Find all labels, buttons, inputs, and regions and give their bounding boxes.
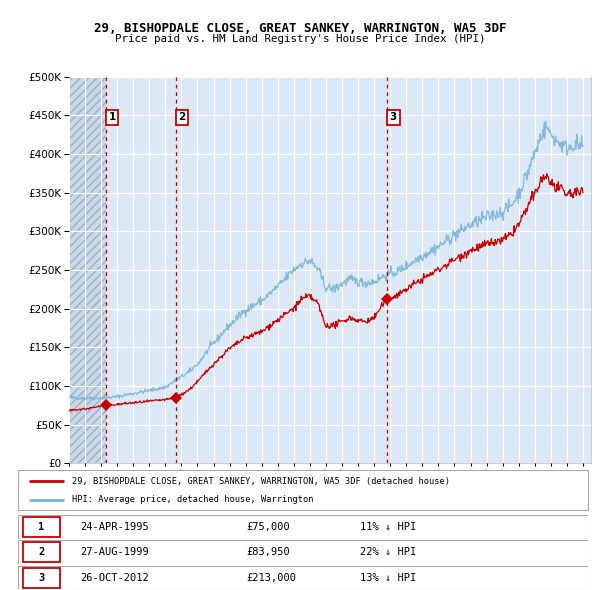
Text: £75,000: £75,000 — [246, 522, 290, 532]
FancyBboxPatch shape — [18, 540, 588, 564]
Text: 1: 1 — [38, 522, 44, 532]
Text: 1: 1 — [109, 112, 116, 122]
Text: 26-OCT-2012: 26-OCT-2012 — [80, 573, 149, 582]
Text: 29, BISHOPDALE CLOSE, GREAT SANKEY, WARRINGTON, WA5 3DF (detached house): 29, BISHOPDALE CLOSE, GREAT SANKEY, WARR… — [72, 477, 450, 486]
Text: 27-AUG-1999: 27-AUG-1999 — [80, 548, 149, 557]
FancyBboxPatch shape — [23, 568, 59, 588]
Text: 2: 2 — [178, 112, 185, 122]
Text: 3: 3 — [390, 112, 397, 122]
FancyBboxPatch shape — [18, 470, 588, 510]
Text: 2: 2 — [38, 548, 44, 557]
FancyBboxPatch shape — [23, 542, 59, 562]
Text: 24-APR-1995: 24-APR-1995 — [80, 522, 149, 532]
FancyBboxPatch shape — [18, 515, 588, 539]
Text: £213,000: £213,000 — [246, 573, 296, 582]
Text: 29, BISHOPDALE CLOSE, GREAT SANKEY, WARRINGTON, WA5 3DF: 29, BISHOPDALE CLOSE, GREAT SANKEY, WARR… — [94, 22, 506, 35]
Text: 13% ↓ HPI: 13% ↓ HPI — [360, 573, 416, 582]
FancyBboxPatch shape — [18, 566, 588, 589]
FancyBboxPatch shape — [23, 517, 59, 537]
Text: 3: 3 — [38, 573, 44, 582]
Bar — [69, 77, 106, 463]
Text: 11% ↓ HPI: 11% ↓ HPI — [360, 522, 416, 532]
Text: Price paid vs. HM Land Registry's House Price Index (HPI): Price paid vs. HM Land Registry's House … — [115, 34, 485, 44]
Text: HPI: Average price, detached house, Warrington: HPI: Average price, detached house, Warr… — [72, 496, 314, 504]
Bar — [69, 77, 106, 463]
Text: 22% ↓ HPI: 22% ↓ HPI — [360, 548, 416, 557]
Text: £83,950: £83,950 — [246, 548, 290, 557]
